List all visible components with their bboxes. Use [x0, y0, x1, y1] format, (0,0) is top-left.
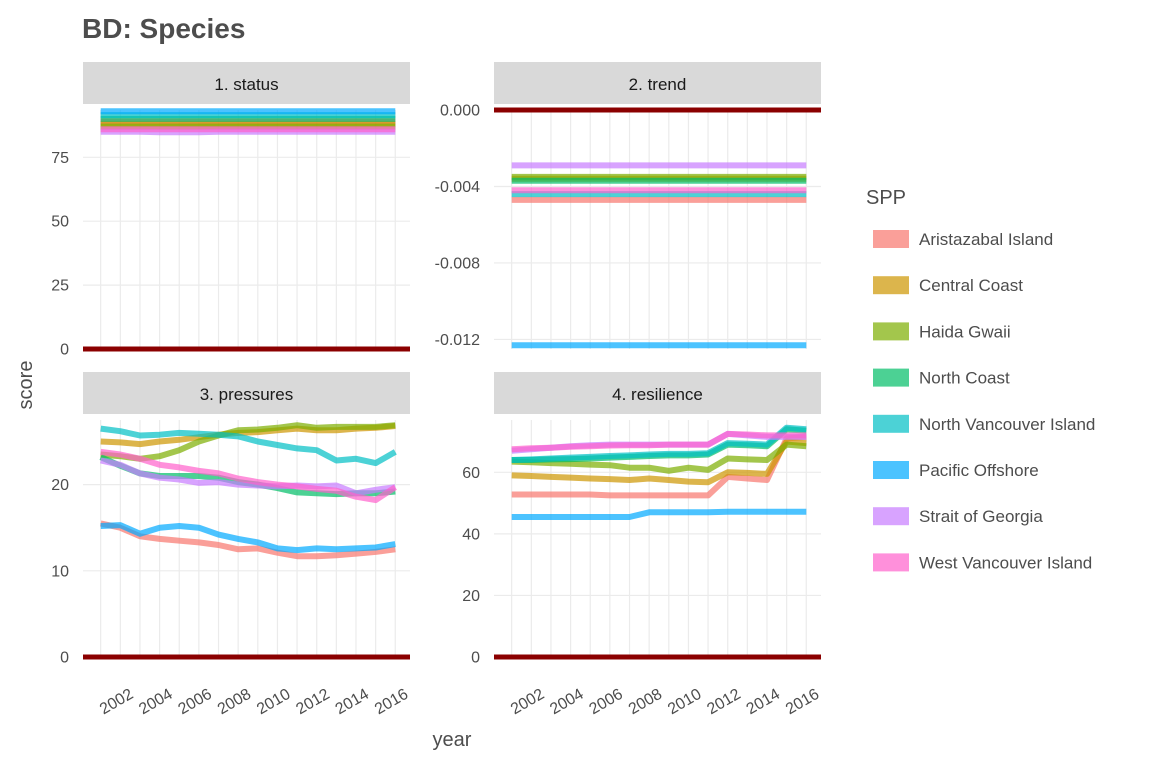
legend-label-pacific-offshore: Pacific Offshore — [919, 461, 1039, 480]
y-tick-label: 50 — [51, 214, 69, 231]
strip-label: 3. pressures — [200, 385, 294, 404]
gridlines — [494, 109, 821, 349]
legend-label-strait-of-georgia: Strait of Georgia — [919, 507, 1043, 526]
series-line-aristazabal-island — [511, 433, 807, 499]
series-line-pacific-offshore — [511, 508, 807, 520]
legend-swatch-central-coast — [873, 276, 909, 295]
y-tick-label: -0.008 — [435, 255, 480, 272]
x-tick-label: 2010 — [665, 686, 704, 719]
legend-label-north-vancouver-island: North Vancouver Island — [919, 415, 1095, 434]
x-tick-label: 2008 — [626, 686, 665, 719]
x-tick-label: 2002 — [97, 686, 136, 719]
strip-label: 1. status — [214, 75, 278, 94]
y-tick-label: -0.004 — [435, 179, 480, 196]
x-tick-label: 2006 — [176, 686, 215, 719]
x-axis-title: year — [433, 729, 472, 751]
series-line-north-vancouver-island — [100, 425, 397, 467]
chart-title: BD: Species — [82, 13, 245, 44]
legend-swatch-north-vancouver-island — [873, 414, 909, 433]
strip-label: 2. trend — [629, 75, 687, 94]
legend-swatch-haida-gwaii — [873, 322, 909, 341]
series-line-north-vancouver-island — [511, 424, 807, 463]
x-tick-label: 2004 — [136, 686, 175, 719]
y-axis-title: score — [15, 361, 37, 410]
legend-title: SPP — [866, 187, 906, 209]
legend-swatch-strait-of-georgia — [873, 507, 909, 526]
series-line-aristazabal-island — [100, 520, 396, 560]
series-line-central-coast — [511, 438, 807, 486]
y-tick-label: 20 — [51, 477, 69, 494]
y-tick-label: -0.012 — [435, 332, 480, 349]
y-tick-label: 60 — [462, 465, 480, 482]
x-tick-label: 2008 — [215, 686, 254, 719]
series-line-strait-of-georgia — [100, 457, 396, 497]
y-tick-label: 0 — [471, 650, 480, 667]
series-line-pacific-offshore — [100, 522, 396, 554]
x-tick-label: 2004 — [547, 686, 586, 719]
legend-swatch-pacific-offshore — [873, 461, 909, 479]
series-line-west-vancouver-island — [511, 430, 807, 453]
y-tick-label: 0 — [60, 650, 69, 667]
panel-status: 1. status 0 25 50 75 — [51, 62, 410, 359]
x-tick-label: 2016 — [372, 686, 411, 719]
strip-label: 4. resilience — [612, 385, 703, 404]
series-lines — [511, 424, 807, 520]
legend-label-central-coast: Central Coast — [919, 276, 1023, 295]
y-tick-label: 25 — [51, 278, 69, 295]
x-tick-label: 2002 — [508, 686, 547, 719]
legend-swatch-north-coast — [873, 368, 909, 387]
strip-background — [83, 372, 410, 414]
series-lines — [100, 108, 396, 136]
series-lines — [99, 422, 397, 560]
y-tick-label: 75 — [51, 150, 69, 167]
y-tick-label: 0 — [60, 342, 69, 359]
legend-label-north-coast: North Coast — [919, 369, 1010, 388]
series-line-west-vancouver-island — [100, 448, 397, 504]
x-tick-label: 2012 — [293, 686, 332, 719]
y-tick-label: 40 — [462, 526, 480, 543]
legend-swatch-west-vancouver-island — [873, 553, 909, 572]
panel-trend: 2. trend 0.000 -0.004 -0.008 -0.012 — [435, 62, 821, 349]
legend-label-haida-gwaii: Haida Gwaii — [919, 322, 1011, 341]
legend: SPP Aristazabal Island Central Coast Haida… — [866, 187, 1095, 572]
series-lines — [511, 162, 807, 349]
x-tick-label: 2006 — [587, 686, 626, 719]
x-tick-label: 2014 — [744, 686, 783, 719]
y-tick-label: 0.000 — [440, 103, 480, 120]
strip-background — [494, 372, 821, 414]
legend-label-aristazabal-island: Aristazabal Island — [919, 230, 1053, 249]
legend-swatch-aristazabal-island — [873, 230, 909, 248]
series-line-haida-gwaii — [511, 441, 807, 474]
strip-background — [83, 62, 410, 104]
series-line-haida-gwaii — [100, 422, 396, 462]
gridlines — [83, 110, 410, 350]
x-tick-label: 2014 — [333, 686, 372, 719]
legend-label-west-vancouver-island: West Vancouver Island — [919, 553, 1092, 572]
x-tick-label: 2010 — [254, 686, 293, 719]
x-tick-label: 2016 — [783, 686, 822, 719]
x-tick-label: 2012 — [704, 686, 743, 719]
strip-background — [494, 62, 821, 104]
y-tick-label: 20 — [462, 588, 480, 605]
y-tick-label: 10 — [51, 563, 69, 580]
